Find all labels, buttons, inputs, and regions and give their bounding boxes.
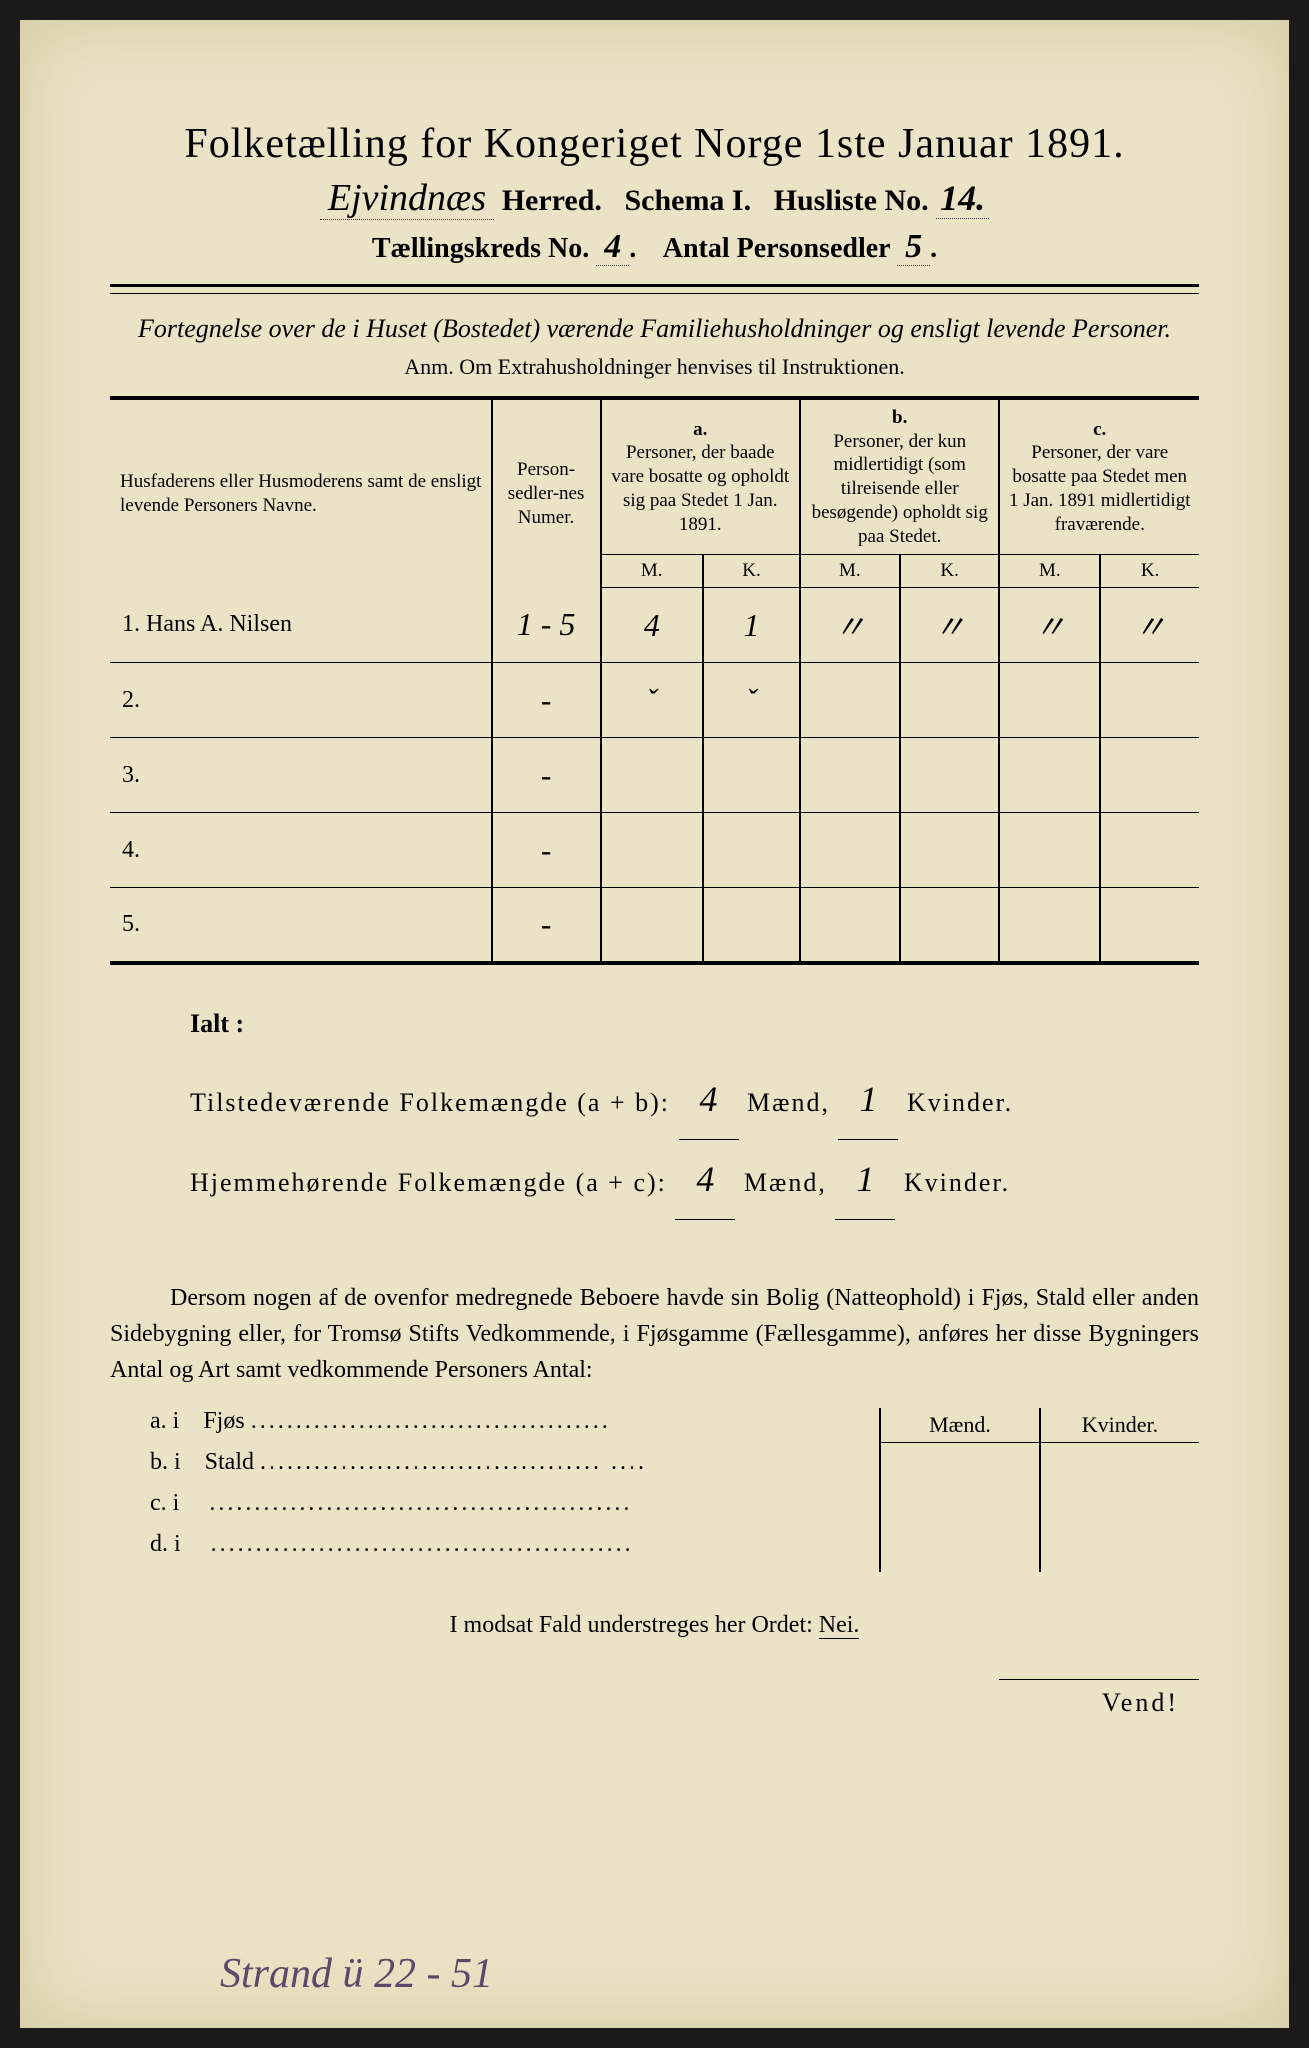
row-psn: - — [492, 663, 601, 738]
col-num-header: Person-sedler-nes Numer. — [492, 398, 601, 588]
fjos-row: b. i Stald .............................… — [150, 1449, 879, 1476]
row-psn: 1 - 5 — [492, 588, 601, 663]
row-bK: 〃 — [900, 588, 1000, 663]
antal-value: 5 — [897, 228, 930, 266]
resident-m: 4 — [675, 1140, 735, 1220]
page-title: Folketælling for Kongeriget Norge 1ste J… — [110, 120, 1199, 168]
dersom-paragraph: Dersom nogen af de ovenfor medregnede Be… — [110, 1280, 1199, 1388]
row-aK: ˇ — [703, 663, 800, 738]
col-b-k: K. — [900, 555, 1000, 588]
row-name: 3. — [110, 738, 492, 813]
antal-label: Antal Personsedler — [663, 233, 890, 264]
table-row: 1. Hans A. Nilsen1 - 541〃〃〃〃 — [110, 588, 1199, 663]
row-cM: 〃 — [999, 588, 1100, 663]
anm-note: Anm. Om Extrahusholdninger henvises til … — [110, 354, 1199, 380]
col-a-header: a.Personer, der baade vare bosatte og op… — [601, 398, 800, 555]
row-name: 1. Hans A. Nilsen — [110, 588, 492, 663]
ialt-title: Ialt : — [190, 995, 1199, 1052]
present-k: 1 — [838, 1060, 898, 1140]
row-bK — [900, 738, 1000, 813]
row-cK — [1100, 813, 1199, 888]
herred-label: Herred. — [502, 184, 602, 217]
row-cM — [999, 888, 1100, 963]
col-c-k: K. — [1100, 555, 1199, 588]
row-aK — [703, 888, 800, 963]
herred-line: Ejvindnæs Herred. Schema I. Husliste No.… — [110, 176, 1199, 220]
row-aM — [601, 738, 703, 813]
kreds-line: Tællingskreds No. 4. Antal Personsedler … — [110, 228, 1199, 266]
row-cK — [1100, 888, 1199, 963]
vend-label: Vend! — [999, 1679, 1199, 1718]
col-c-m: M. — [999, 555, 1100, 588]
fjos-row: d. i ...................................… — [150, 1531, 879, 1558]
resident-k: 1 — [835, 1140, 895, 1220]
kreds-label: Tællingskreds No. — [372, 233, 589, 264]
husliste-label: Husliste No. — [774, 184, 929, 217]
row-psn: - — [492, 888, 601, 963]
census-page: Folketælling for Kongeriget Norge 1ste J… — [20, 20, 1289, 2028]
col-c-header: c.Personer, der vare bosatte paa Stedet … — [999, 398, 1199, 555]
row-bM — [800, 888, 900, 963]
col-name-header: Husfaderens eller Husmoderens samt de en… — [110, 398, 492, 588]
fjos-kvinder-col: Kvinder. — [1041, 1408, 1199, 1572]
resident-line: Hjemmehørende Folkemængde (a + c): 4 Mæn… — [190, 1140, 1199, 1220]
col-b-m: M. — [800, 555, 900, 588]
row-name: 2. — [110, 663, 492, 738]
row-name: 5. — [110, 888, 492, 963]
table-row: 4. - — [110, 813, 1199, 888]
modsat-line: I modsat Fald understreges her Ordet: Ne… — [110, 1612, 1199, 1639]
table-row: 2. -ˇˇ — [110, 663, 1199, 738]
row-aM: ˇ — [601, 663, 703, 738]
row-aM — [601, 813, 703, 888]
col-a-m: M. — [601, 555, 703, 588]
husliste-value: 14. — [936, 178, 989, 219]
census-table: Husfaderens eller Husmoderens samt de en… — [110, 396, 1199, 965]
row-aK: 1 — [703, 588, 800, 663]
row-bK — [900, 813, 1000, 888]
divider — [110, 284, 1199, 287]
present-m: 4 — [679, 1060, 739, 1140]
fjos-maend-col: Mænd. — [881, 1408, 1041, 1572]
row-bK — [900, 888, 1000, 963]
present-line: Tilstedeværende Folkemængde (a + b): 4 M… — [190, 1060, 1199, 1140]
row-aK — [703, 738, 800, 813]
row-cM — [999, 813, 1100, 888]
row-bK — [900, 663, 1000, 738]
col-b-header: b.Personer, der kun midlertidigt (som ti… — [800, 398, 999, 555]
row-psn: - — [492, 738, 601, 813]
row-bM — [800, 813, 900, 888]
col-a-k: K. — [703, 555, 800, 588]
row-cK — [1100, 738, 1199, 813]
fjos-block: a. i Fjøs ..............................… — [110, 1408, 1199, 1572]
fjos-row: a. i Fjøs ..............................… — [150, 1408, 879, 1435]
row-aM: 4 — [601, 588, 703, 663]
row-aM — [601, 888, 703, 963]
row-name: 4. — [110, 813, 492, 888]
row-psn: - — [492, 813, 601, 888]
divider — [110, 293, 1199, 294]
row-cK: 〃 — [1100, 588, 1199, 663]
totals-block: Ialt : Tilstedeværende Folkemængde (a + … — [110, 995, 1199, 1221]
row-bM — [800, 738, 900, 813]
row-cM — [999, 738, 1100, 813]
row-cK — [1100, 663, 1199, 738]
table-row: 5. - — [110, 888, 1199, 963]
kreds-value: 4 — [596, 228, 629, 266]
fortegnelse-heading: Fortegnelse over de i Huset (Bostedet) v… — [110, 312, 1199, 346]
fjos-row: c. i ...................................… — [150, 1490, 879, 1517]
row-bM — [800, 663, 900, 738]
nei-word: Nei. — [819, 1612, 860, 1639]
herred-value: Ejvindnæs — [320, 177, 494, 220]
row-aK — [703, 813, 800, 888]
row-bM: 〃 — [800, 588, 900, 663]
row-cM — [999, 663, 1100, 738]
bottom-annotation: Strand ü 22 - 51 — [220, 1950, 493, 1998]
table-row: 3. - — [110, 738, 1199, 813]
schema-label: Schema I. — [624, 184, 751, 217]
